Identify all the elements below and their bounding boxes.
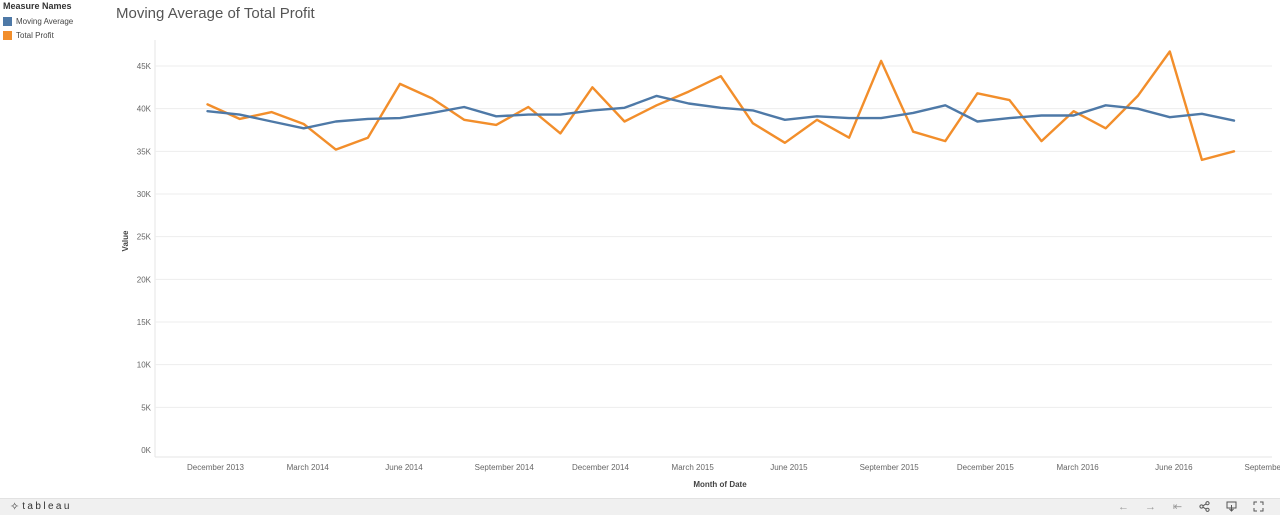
y-tick-label: 10K	[137, 361, 152, 370]
x-tick-label: March 2016	[1056, 463, 1099, 472]
brand-name: tableau	[22, 501, 72, 512]
y-tick-label: 20K	[137, 275, 152, 284]
series-lines	[208, 52, 1235, 160]
y-tick-label: 0K	[141, 446, 151, 455]
y-axis: 0K 5K 10K 15K 20K 25K 30K 35K 40K 45K	[137, 62, 152, 455]
tableau-logo[interactable]: ✧ tableau	[10, 500, 72, 513]
fullscreen-icon[interactable]	[1245, 499, 1272, 514]
y-tick-label: 30K	[137, 190, 152, 199]
x-axis: December 2013 March 2014 June 2014 Septembe…	[187, 463, 1280, 472]
x-tick-label: June 2016	[1155, 463, 1193, 472]
x-tick-label: December 2014	[572, 463, 629, 472]
series-line-moving-average[interactable]	[208, 96, 1235, 128]
y-tick-label: 15K	[137, 318, 152, 327]
x-axis-title: Month of Date	[693, 480, 747, 489]
x-tick-label: June 2014	[385, 463, 423, 472]
revert-icon[interactable]: ⇤	[1164, 499, 1191, 514]
footer-toolbar: ✧ tableau ← → ⇤	[0, 498, 1280, 515]
x-tick-label: September 2015	[860, 463, 920, 472]
y-tick-label: 40K	[137, 105, 152, 114]
undo-icon[interactable]: ←	[1110, 499, 1137, 514]
redo-icon[interactable]: →	[1137, 499, 1164, 514]
tableau-mark-icon: ✧	[10, 500, 19, 513]
x-tick-label: March 2015	[672, 463, 715, 472]
x-tick-label: December 2013	[187, 463, 244, 472]
gridlines	[155, 40, 1272, 457]
x-tick-label: June 2015	[770, 463, 808, 472]
download-icon[interactable]	[1218, 499, 1245, 514]
x-tick-label: December 2015	[957, 463, 1014, 472]
y-tick-label: 45K	[137, 62, 152, 71]
y-tick-label: 35K	[137, 147, 152, 156]
toolbar-buttons: ← → ⇤	[1110, 499, 1272, 514]
x-tick-label: September 2014	[475, 463, 535, 472]
line-chart: 0K 5K 10K 15K 20K 25K 30K 35K 40K 45K December 20…	[0, 0, 1280, 498]
y-tick-label: 5K	[141, 403, 151, 412]
x-tick-label: March 2014	[287, 463, 330, 472]
series-line-total-profit[interactable]	[208, 52, 1235, 160]
y-tick-label: 25K	[137, 233, 152, 242]
y-axis-title: Value	[121, 230, 130, 251]
x-tick-label: September 2016	[1245, 463, 1280, 472]
share-icon[interactable]	[1191, 499, 1218, 514]
